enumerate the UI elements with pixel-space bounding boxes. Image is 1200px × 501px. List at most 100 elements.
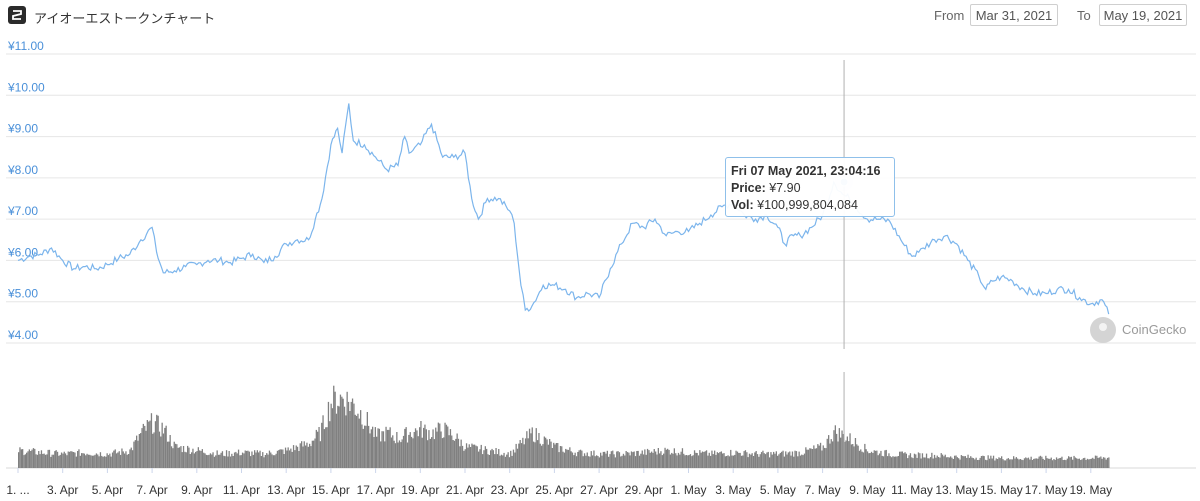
volume-bar	[1064, 459, 1066, 468]
volume-bar	[1089, 459, 1091, 468]
volume-bar	[59, 454, 61, 468]
volume-bar	[606, 450, 608, 468]
volume-bar	[857, 445, 859, 468]
volume-bar	[1085, 460, 1087, 468]
volume-bar	[970, 456, 972, 468]
volume-bar	[451, 435, 453, 468]
x-tick-label: 21. Apr	[446, 483, 484, 497]
coingecko-gecko-icon	[1090, 317, 1116, 343]
volume-bar	[456, 433, 458, 468]
volume-bar	[600, 452, 602, 468]
volume-bar	[157, 415, 159, 468]
volume-bar	[1003, 460, 1005, 468]
volume-bar	[547, 444, 549, 468]
volume-bar	[85, 455, 87, 468]
volume-bar	[40, 450, 43, 468]
volume-bar	[932, 458, 934, 468]
tooltip-volume-label: Vol:	[731, 198, 754, 212]
volume-bar	[651, 451, 653, 468]
from-date-input[interactable]: Mar 31, 2021	[970, 4, 1058, 26]
volume-bar	[681, 448, 684, 468]
volume-bar	[877, 455, 879, 468]
volume-bar	[436, 431, 438, 468]
volume-bar	[558, 452, 560, 468]
volume-bar	[770, 452, 772, 468]
volume-bar	[743, 451, 745, 468]
volume-bar	[330, 403, 332, 468]
volume-bar	[305, 445, 307, 468]
volume-bar	[872, 453, 874, 468]
volume-bar	[239, 455, 241, 468]
volume-bar	[608, 456, 610, 468]
price-line	[17, 103, 1110, 315]
coingecko-watermark: CoinGecko	[1090, 317, 1196, 345]
volume-bar	[58, 455, 60, 468]
volume-bar	[542, 444, 544, 468]
volume-bar	[724, 456, 726, 468]
volume-bar	[24, 454, 26, 468]
volume-bar	[614, 457, 616, 468]
volume-bar	[140, 433, 142, 468]
volume-bar	[396, 432, 398, 468]
volume-bar	[685, 455, 688, 468]
volume-bar	[362, 428, 364, 468]
volume-bar	[591, 455, 594, 468]
volume-bar	[223, 455, 225, 468]
volume-bar	[755, 451, 757, 468]
volume-bar	[722, 453, 724, 468]
volume-bar	[74, 452, 76, 468]
volume-bar	[351, 398, 354, 468]
volume-bar	[947, 457, 949, 468]
volume-bar	[299, 443, 301, 468]
volume-bar	[1093, 458, 1095, 468]
volume-bar	[177, 447, 179, 468]
to-date-input[interactable]: May 19, 2021	[1099, 4, 1187, 26]
volume-bar	[911, 457, 913, 468]
volume-bar	[138, 434, 140, 468]
tooltip-datetime: Fri 07 May 2021, 23:04:16	[731, 164, 881, 178]
volume-bar	[1042, 458, 1044, 468]
volume-bar	[279, 449, 281, 468]
volume-bar	[71, 451, 73, 468]
volume-bar	[951, 457, 953, 468]
volume-bar	[625, 451, 627, 468]
volume-bar	[39, 454, 41, 468]
volume-bar	[742, 455, 744, 468]
volume-bar	[582, 456, 584, 468]
volume-bar	[318, 427, 320, 468]
volume-bar	[1019, 459, 1021, 468]
volume-bar	[920, 458, 922, 468]
volume-bar	[519, 440, 521, 468]
volume-bar	[821, 450, 823, 468]
volume-bar	[287, 447, 289, 468]
volume-bar	[48, 449, 51, 468]
volume-bar	[691, 456, 693, 468]
volume-bar	[700, 452, 702, 468]
volume-bar	[646, 448, 649, 468]
volume-bar	[1045, 455, 1047, 468]
volume-bar	[152, 433, 154, 468]
volume-bar	[1073, 455, 1075, 468]
volume-bar	[636, 451, 638, 468]
volume-bar	[869, 453, 871, 468]
volume-bar	[1031, 460, 1034, 468]
volume-bar	[966, 457, 968, 468]
volume-bar	[775, 451, 777, 468]
volume-bar	[734, 454, 736, 468]
volume-bar	[325, 427, 327, 468]
volume-bar	[903, 453, 905, 468]
volume-bar	[699, 450, 701, 468]
volume-bar	[986, 460, 988, 468]
volume-bar	[365, 425, 367, 468]
volume-bar	[1076, 458, 1078, 468]
volume-bar	[649, 452, 651, 468]
volume-bar	[856, 444, 858, 468]
volume-bar	[693, 450, 696, 468]
volume-bar	[1039, 455, 1042, 468]
volume-bar	[673, 448, 675, 468]
volume-bar	[196, 451, 198, 468]
volume-bar	[240, 455, 242, 468]
volume-bar	[358, 418, 360, 468]
volume-bar	[83, 453, 85, 468]
